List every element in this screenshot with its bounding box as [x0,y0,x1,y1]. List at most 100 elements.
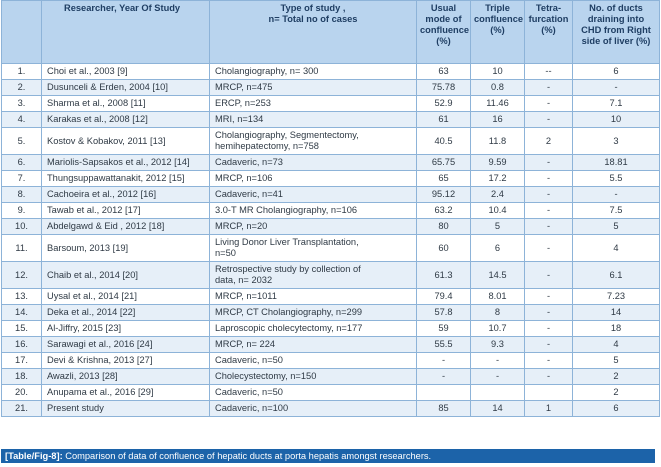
cell-usual-mode: 57.8 [416,304,471,321]
table-row: 15. Al-Jiffry, 2015 [23] Laproscopic chole… [1,320,660,337]
table-row: 7. Thungsuppawattanakit, 2012 [15] MRCP, n… [1,170,660,187]
cell-triple: 8 [470,304,525,321]
cell-ducts-right: 18.81 [572,154,660,171]
table-row: 21. Present study Cadaveric, n=100 85 14 1 6 [1,400,660,417]
header-study-type: Type of study , n= Total no of cases [209,0,417,64]
cell-tetrafurcation: - [524,288,573,305]
cell-triple: 14.5 [470,261,525,289]
table-row: 12. Chaib et al., 2014 [20] Retrospective … [1,261,660,289]
cell-ducts-right: 18 [572,320,660,337]
cell-tetrafurcation: - [524,111,573,128]
cell-tetrafurcation: - [524,218,573,235]
cell-usual-mode: - [416,368,471,385]
cell-study-type: MRCP, n=20 [209,218,417,235]
cell-ducts-right: 6 [572,63,660,80]
table-row: 9. Tawab et al., 2012 [17] 3.0-T MR Cholan… [1,202,660,219]
cell-usual-mode: 61 [416,111,471,128]
table-row: 3. Sharma et al., 2008 [11] ERCP, n=253 52.… [1,95,660,112]
header-researcher: Researcher, Year Of Study [41,0,210,64]
cell-study-type: Cadaveric, n=73 [209,154,417,171]
cell-researcher: Anupama et al., 2016 [29] [41,384,210,401]
table-row: 6. Mariolis-Sapsakos et al., 2012 [14] Cad… [1,154,660,171]
table-caption: [Table/Fig-8]: Comparison of data of con… [1,449,655,463]
cell-tetrafurcation [524,384,573,401]
cell-researcher: Al-Jiffry, 2015 [23] [41,320,210,337]
cell-ducts-right: - [572,79,660,96]
cell-study-type: MRCP, n=106 [209,170,417,187]
cell-serial: 11. [1,234,42,262]
cell-tetrafurcation: - [524,368,573,385]
cell-study-type: Cadaveric, n=100 [209,400,417,417]
cell-ducts-right: 5.5 [572,170,660,187]
cell-usual-mode: 55.5 [416,336,471,353]
header-tetrafurcation: Tetra-furcation (%) [524,0,573,64]
cell-study-type: MRCP, n=475 [209,79,417,96]
cell-researcher: Abdelgawd & Eid , 2012 [18] [41,218,210,235]
cell-study-type: MRCP, n=1011 [209,288,417,305]
cell-serial: 1. [1,63,42,80]
cell-researcher: Devi & Krishna, 2013 [27] [41,352,210,369]
cell-triple: 11.8 [470,127,525,155]
cell-usual-mode: 65.75 [416,154,471,171]
cell-tetrafurcation: - [524,95,573,112]
cell-triple: 6 [470,234,525,262]
cell-tetrafurcation: 2 [524,127,573,155]
cell-tetrafurcation: - [524,336,573,353]
cell-study-type: MRCP, n= 224 [209,336,417,353]
table-row: 20. Anupama et al., 2016 [29] Cadaveric, n… [1,384,660,401]
cell-study-type: Cholangiography, Segmentectomy, hemihepat… [209,127,417,155]
cell-tetrafurcation: - [524,304,573,321]
cell-serial: 21. [1,400,42,417]
cell-study-type: Cadaveric, n=50 [209,352,417,369]
header-serial [1,0,42,64]
cell-ducts-right: 7.23 [572,288,660,305]
cell-study-type: Cadaveric, n=41 [209,186,417,203]
cell-ducts-right: 7.1 [572,95,660,112]
cell-triple: 9.3 [470,336,525,353]
cell-tetrafurcation: - [524,320,573,337]
cell-researcher: Present study [41,400,210,417]
table-row: 14. Deka et al., 2014 [22] MRCP, CT Cholan… [1,304,660,321]
cell-tetrafurcation: 1 [524,400,573,417]
cell-tetrafurcation: - [524,154,573,171]
cell-usual-mode: 79.4 [416,288,471,305]
caption-label: [Table/Fig-8]: [5,451,63,461]
table-row: 11. Barsoum, 2013 [19] Living Donor Liver … [1,234,660,262]
cell-ducts-right: 14 [572,304,660,321]
cell-study-type: ERCP, n=253 [209,95,417,112]
cell-triple: 10 [470,63,525,80]
comparison-table: Researcher, Year Of Study Type of study … [1,0,660,417]
cell-triple: - [470,368,525,385]
table-row: 2. Dusunceli & Erden, 2004 [10] MRCP, n=47… [1,79,660,96]
cell-serial: 2. [1,79,42,96]
table-row: 8. Cachoeira et al., 2012 [16] Cadaveric, … [1,186,660,203]
cell-triple: 5 [470,218,525,235]
cell-ducts-right: 6 [572,400,660,417]
cell-tetrafurcation: - [524,352,573,369]
cell-triple: 11.46 [470,95,525,112]
cell-usual-mode: 63.2 [416,202,471,219]
table-row: 17. Devi & Krishna, 2013 [27] Cadaveric, n… [1,352,660,369]
cell-study-type: Cholecystectomy, n=150 [209,368,417,385]
header-triple-confluence: Triple confluence (%) [470,0,525,64]
cell-usual-mode: 40.5 [416,127,471,155]
cell-usual-mode [416,384,471,401]
cell-researcher: Kostov & Kobakov, 2011 [13] [41,127,210,155]
cell-tetrafurcation: - [524,186,573,203]
cell-usual-mode: 63 [416,63,471,80]
cell-ducts-right: 2 [572,384,660,401]
cell-ducts-right: 7.5 [572,202,660,219]
cell-researcher: Tawab et al., 2012 [17] [41,202,210,219]
cell-study-type: MRI, n=134 [209,111,417,128]
cell-serial: 20. [1,384,42,401]
cell-triple: 0.8 [470,79,525,96]
table-row: 16. Sarawagi et al., 2016 [24] MRCP, n= 22… [1,336,660,353]
table-header-row: Researcher, Year Of Study Type of study … [1,0,660,64]
cell-researcher: Barsoum, 2013 [19] [41,234,210,262]
cell-serial: 13. [1,288,42,305]
cell-ducts-right: 10 [572,111,660,128]
cell-study-type: Living Donor Liver Transplantation, n=50 [209,234,417,262]
cell-triple: 9.59 [470,154,525,171]
cell-triple: 10.7 [470,320,525,337]
table-row: 4. Karakas et al., 2008 [12] MRI, n=134 61 1… [1,111,660,128]
